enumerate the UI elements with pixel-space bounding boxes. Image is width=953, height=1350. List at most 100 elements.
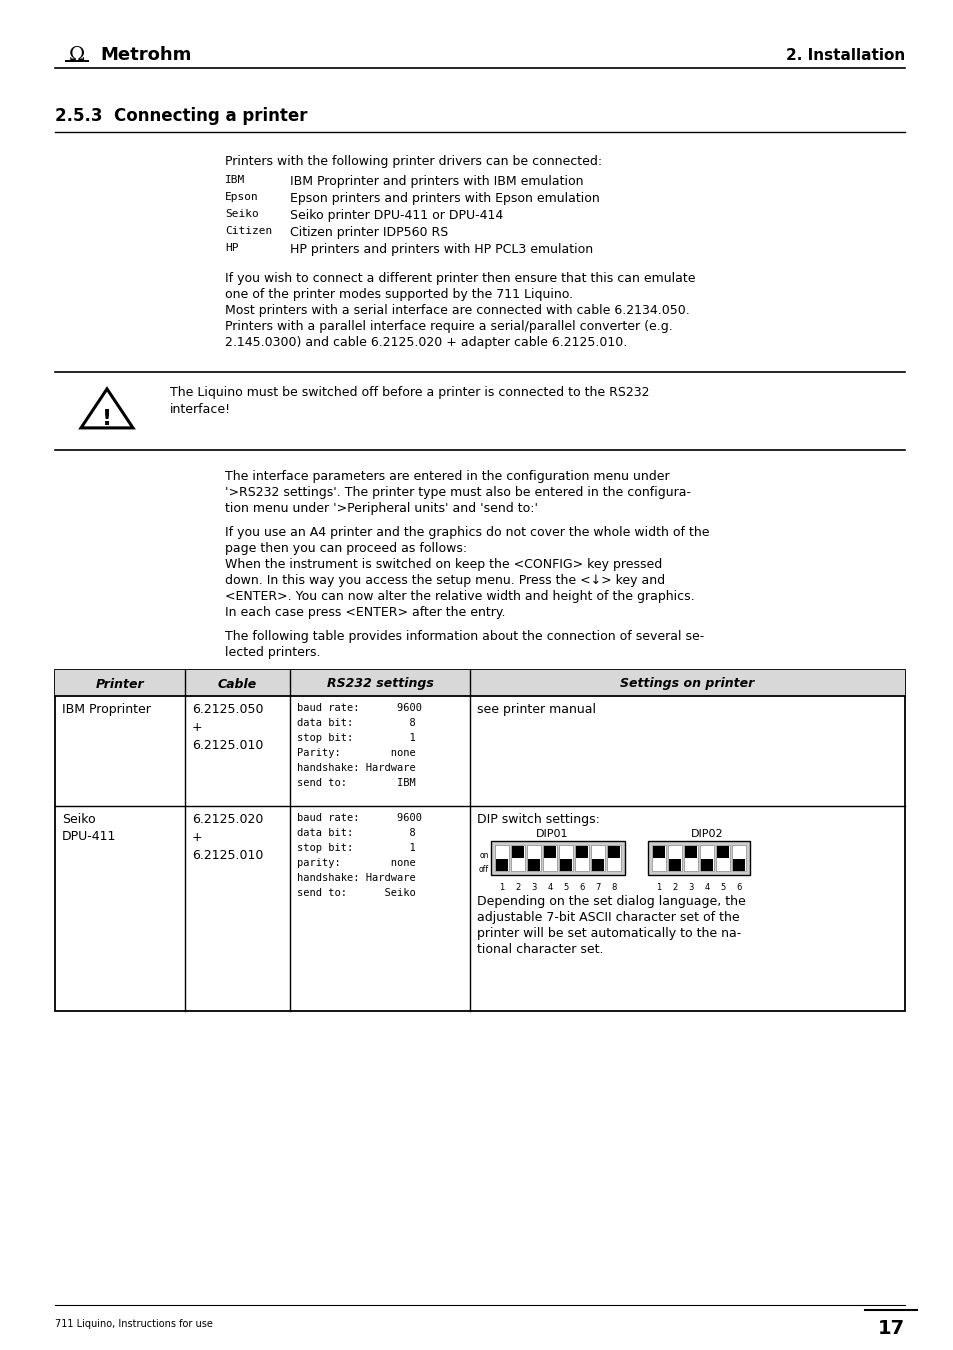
Text: Printers with the following printer drivers can be connected:: Printers with the following printer driv…	[225, 155, 601, 167]
Text: tion menu under '>Peripheral units' and 'send to:': tion menu under '>Peripheral units' and …	[225, 502, 537, 514]
Text: baud rate:      9600: baud rate: 9600	[296, 703, 421, 713]
Text: The Liquino must be switched off before a printer is connected to the RS232: The Liquino must be switched off before …	[170, 386, 649, 400]
Text: DPU-411: DPU-411	[62, 830, 116, 842]
Text: stop bit:         1: stop bit: 1	[296, 842, 416, 853]
Text: Settings on printer: Settings on printer	[619, 678, 754, 690]
Text: 711 Liquino, Instructions for use: 711 Liquino, Instructions for use	[55, 1319, 213, 1328]
Text: 2.5.3  Connecting a printer: 2.5.3 Connecting a printer	[55, 107, 307, 126]
Text: lected printers.: lected printers.	[225, 647, 320, 659]
Text: on: on	[479, 850, 489, 860]
Text: Most printers with a serial interface are connected with cable 6.2134.050.: Most printers with a serial interface ar…	[225, 304, 689, 317]
Text: IBM Proprinter and printers with IBM emulation: IBM Proprinter and printers with IBM emu…	[290, 176, 583, 188]
Text: +: +	[192, 721, 202, 734]
Text: down. In this way you access the setup menu. Press the <↓> key and: down. In this way you access the setup m…	[225, 574, 664, 587]
Text: adjustable 7-bit ASCII character set of the: adjustable 7-bit ASCII character set of …	[476, 911, 739, 923]
Text: Printer: Printer	[95, 678, 144, 690]
Text: RS232 settings: RS232 settings	[326, 678, 433, 690]
Text: parity:        none: parity: none	[296, 859, 416, 868]
Text: 5: 5	[563, 883, 568, 892]
Bar	[700, 845, 713, 871]
Text: printer will be set automatically to the na-: printer will be set automatically to the…	[476, 927, 740, 940]
Text: 17: 17	[877, 1319, 903, 1338]
Bar	[526, 845, 540, 871]
Text: Cable: Cable	[217, 678, 257, 690]
Text: 1: 1	[498, 883, 504, 892]
Text: 2.145.0300) and cable 6.2125.020 + adapter cable 6.2125.010.: 2.145.0300) and cable 6.2125.020 + adapt…	[225, 336, 626, 350]
Bar	[491, 841, 624, 875]
Text: one of the printer modes supported by the 711 Liquino.: one of the printer modes supported by th…	[225, 288, 573, 301]
Bar	[65, 59, 89, 62]
Bar	[55, 670, 904, 697]
Text: off: off	[478, 864, 489, 873]
Bar	[606, 845, 620, 871]
Text: data bit:         8: data bit: 8	[296, 718, 416, 728]
Text: <ENTER>. You can now alter the relative width and height of the graphics.: <ENTER>. You can now alter the relative …	[225, 590, 694, 603]
Bar	[542, 845, 557, 871]
Text: DIP01: DIP01	[536, 829, 568, 838]
Bar	[559, 859, 572, 871]
Text: Citizen printer IDP560 RS: Citizen printer IDP560 RS	[290, 225, 448, 239]
Bar	[590, 845, 604, 871]
Text: 6.2125.020: 6.2125.020	[192, 813, 263, 826]
Text: 4: 4	[703, 883, 709, 892]
Text: send to:      Seiko: send to: Seiko	[296, 888, 416, 898]
Bar	[607, 846, 619, 859]
Text: DIP switch settings:: DIP switch settings:	[476, 813, 599, 826]
Bar	[512, 846, 523, 859]
Bar	[495, 845, 509, 871]
Text: +: +	[192, 832, 202, 844]
Bar	[716, 845, 729, 871]
Text: 6.2125.050: 6.2125.050	[192, 703, 263, 716]
Text: '>RS232 settings'. The printer type must also be entered in the configura-: '>RS232 settings'. The printer type must…	[225, 486, 690, 500]
Bar	[652, 846, 664, 859]
Bar	[700, 859, 712, 871]
Text: In each case press <ENTER> after the entry.: In each case press <ENTER> after the ent…	[225, 606, 505, 620]
Text: Epson printers and printers with Epson emulation: Epson printers and printers with Epson e…	[290, 192, 599, 205]
Text: 7: 7	[595, 883, 600, 892]
Text: baud rate:      9600: baud rate: 9600	[296, 813, 421, 823]
Bar	[684, 846, 697, 859]
Bar	[667, 845, 681, 871]
Text: DIP02: DIP02	[690, 829, 722, 838]
Text: HP: HP	[225, 243, 238, 252]
Text: see printer manual: see printer manual	[476, 703, 596, 716]
Text: Depending on the set dialog language, the: Depending on the set dialog language, th…	[476, 895, 745, 909]
Bar	[543, 846, 556, 859]
Text: 2: 2	[515, 883, 520, 892]
Bar	[55, 670, 904, 1011]
Bar	[668, 859, 680, 871]
Text: page then you can proceed as follows:: page then you can proceed as follows:	[225, 541, 467, 555]
Text: Printers with a parallel interface require a serial/parallel converter (e.g.: Printers with a parallel interface requi…	[225, 320, 672, 333]
Bar	[511, 845, 524, 871]
Text: If you wish to connect a different printer then ensure that this can emulate: If you wish to connect a different print…	[225, 271, 695, 285]
Text: Seiko: Seiko	[225, 209, 258, 219]
Text: 3: 3	[531, 883, 537, 892]
Text: The following table provides information about the connection of several se-: The following table provides information…	[225, 630, 703, 643]
Text: Citizen: Citizen	[225, 225, 272, 236]
Text: 6: 6	[578, 883, 584, 892]
Text: Parity:        none: Parity: none	[296, 748, 416, 757]
Text: 4: 4	[547, 883, 552, 892]
Text: 1: 1	[656, 883, 661, 892]
Text: Metrohm: Metrohm	[100, 46, 192, 63]
Bar	[496, 859, 507, 871]
Bar	[575, 845, 588, 871]
Text: When the instrument is switched on keep the <CONFIG> key pressed: When the instrument is switched on keep …	[225, 558, 661, 571]
Text: send to:        IBM: send to: IBM	[296, 778, 416, 788]
Text: If you use an A4 printer and the graphics do not cover the whole width of the: If you use an A4 printer and the graphic…	[225, 526, 709, 539]
Bar	[576, 846, 587, 859]
Text: stop bit:         1: stop bit: 1	[296, 733, 416, 743]
Text: 6.2125.010: 6.2125.010	[192, 849, 263, 863]
Bar	[732, 859, 744, 871]
Text: 6: 6	[736, 883, 740, 892]
Text: The interface parameters are entered in the configuration menu under: The interface parameters are entered in …	[225, 470, 669, 483]
Text: handshake: Hardware: handshake: Hardware	[296, 763, 416, 774]
Text: 6.2125.010: 6.2125.010	[192, 738, 263, 752]
Text: HP printers and printers with HP PCL3 emulation: HP printers and printers with HP PCL3 em…	[290, 243, 593, 256]
Bar	[558, 845, 573, 871]
Text: Epson: Epson	[225, 192, 258, 202]
Text: Seiko: Seiko	[62, 813, 95, 826]
Text: 3: 3	[688, 883, 693, 892]
Bar	[651, 845, 665, 871]
Text: Ω: Ω	[69, 46, 85, 63]
